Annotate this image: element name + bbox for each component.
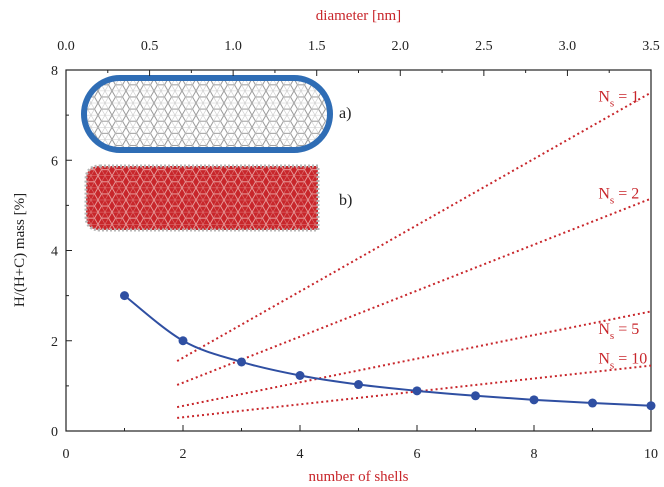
top-tick-label: 3.0	[559, 39, 577, 54]
data-point	[237, 357, 246, 367]
top-tick-label: 2.5	[475, 39, 493, 54]
series-line-dotted	[176, 91, 652, 362]
top-tick-label: 1.0	[224, 39, 242, 54]
y-tick-label: 4	[51, 245, 58, 260]
data-point	[178, 336, 188, 346]
series-annotation: Ns = 5	[598, 321, 639, 342]
series-layer	[120, 91, 656, 419]
x-tick-label: 0	[63, 447, 70, 462]
x-axis-label: number of shells	[309, 469, 409, 485]
data-point	[471, 391, 480, 401]
left-axis: 0 2 4 6 8	[51, 64, 72, 440]
y-tick-label: 0	[51, 425, 58, 440]
top-axis-label: diameter [nm]	[316, 8, 401, 24]
y-axis-label: H/(H+C) mass [%]	[12, 193, 28, 307]
top-tick-label: 1.5	[308, 39, 326, 54]
x-tick-label: 6	[414, 447, 421, 462]
series-annotation: Ns = 10	[598, 350, 647, 371]
inset-a-label: a)	[339, 105, 351, 122]
y-tick-label: 2	[51, 335, 58, 350]
series-annotation: Ns = 2	[598, 186, 639, 207]
nanotube-inset-a: a)	[81, 75, 351, 153]
x-tick-label: 4	[297, 447, 304, 462]
x-tick-label: 8	[531, 447, 538, 462]
x-tick-label: 2	[180, 447, 187, 462]
y-tick-label: 6	[51, 154, 58, 169]
top-axis: 0.0 0.5 1.0 1.5 2.0 2.5 3.0 3.5	[57, 39, 660, 76]
series-line-dotted	[176, 310, 652, 409]
data-point	[588, 398, 597, 408]
bottom-axis: 0 2 4 6 8 10	[63, 425, 658, 462]
data-point	[412, 386, 422, 396]
data-point	[646, 401, 656, 411]
series-annotation: Ns = 1	[598, 89, 639, 110]
annotation-layer: Ns = 1 Ns = 2 Ns = 5 Ns = 10	[598, 89, 647, 372]
top-tick-label: 0.5	[141, 39, 159, 54]
data-point	[354, 380, 363, 390]
data-point	[529, 395, 539, 405]
top-tick-label: 2.0	[392, 39, 410, 54]
inset-b-label: b)	[339, 192, 352, 209]
top-tick-label: 0.0	[57, 39, 75, 54]
nanotube-inset-b: b)	[84, 164, 352, 232]
y-tick-label: 8	[51, 64, 58, 79]
x-tick-label: 10	[644, 447, 658, 462]
data-point	[120, 291, 129, 301]
inset-a-outline	[81, 75, 333, 153]
series-line-solid	[123, 294, 652, 407]
data-point	[295, 370, 305, 380]
top-tick-label: 3.5	[642, 39, 660, 54]
